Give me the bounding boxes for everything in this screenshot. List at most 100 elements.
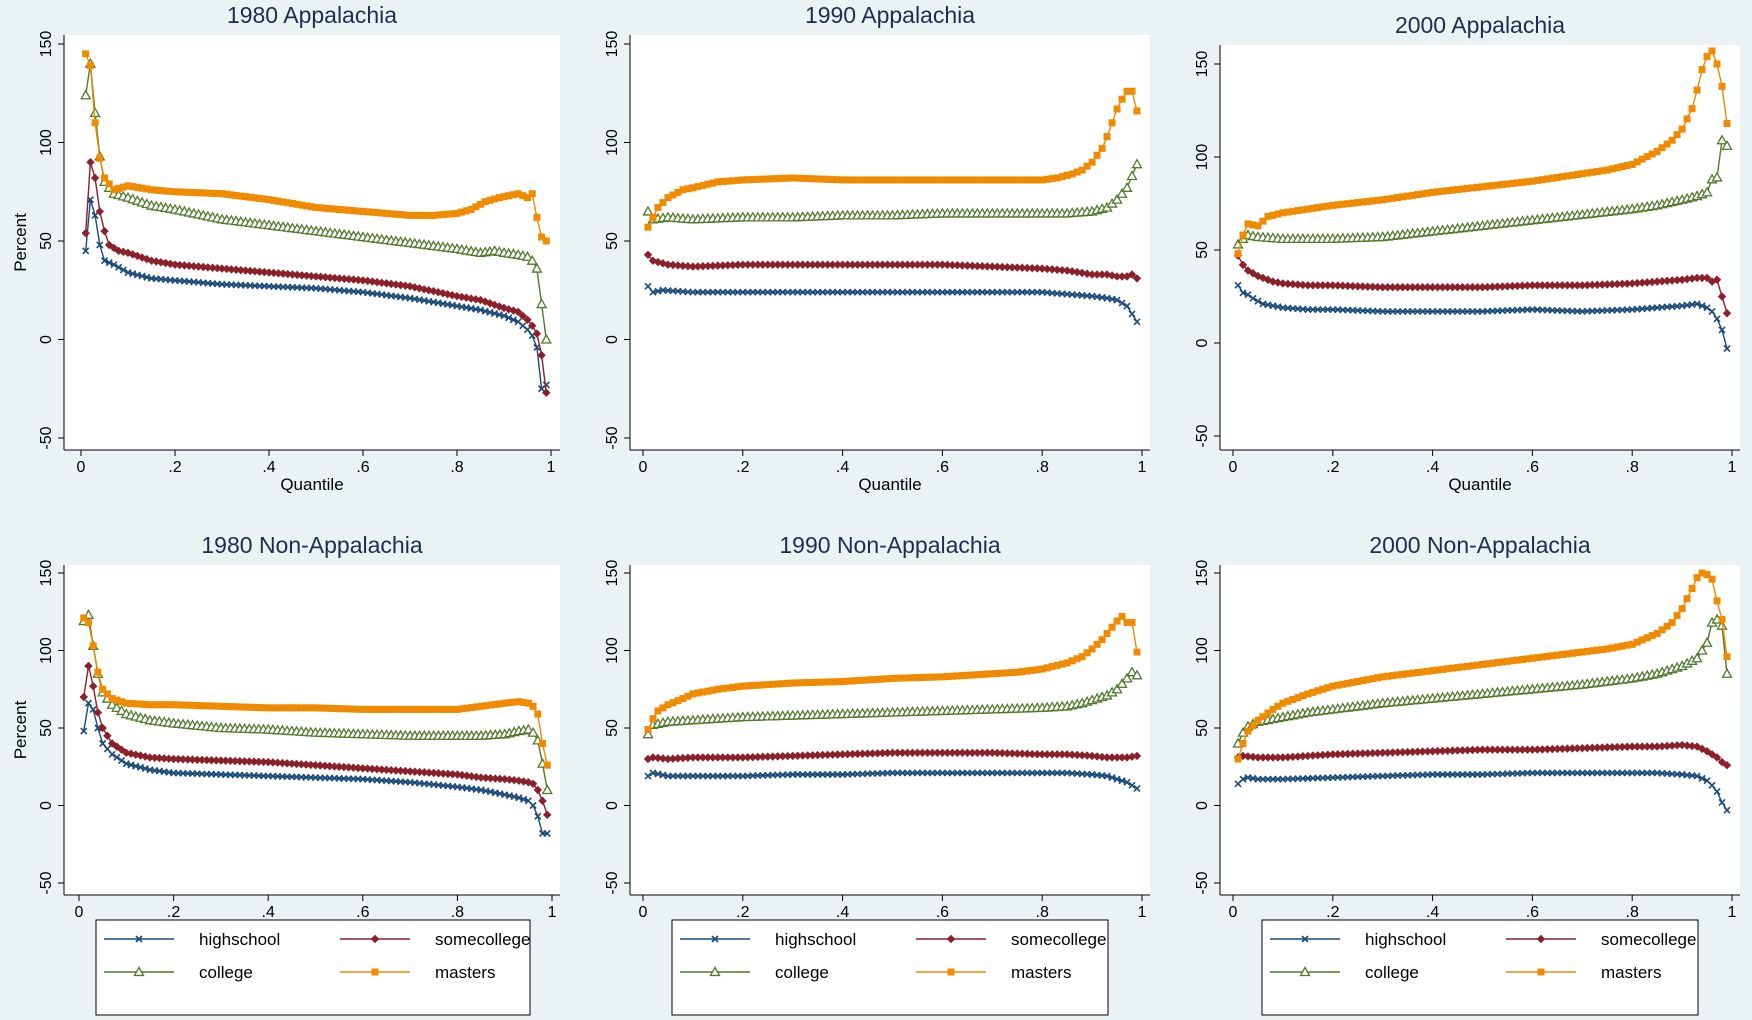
y-tick-label: 0 xyxy=(1194,338,1211,347)
data-point-masters xyxy=(103,690,111,698)
legend-marker-somecollege xyxy=(1536,934,1546,944)
panel-6: 2000 Non-Appalachia 0 .2 .4 .6 .8 1 -50 0 50 100 15… xyxy=(1194,532,1740,939)
data-point-masters xyxy=(1008,669,1016,677)
data-point-somecollege xyxy=(533,785,543,795)
data-point-masters xyxy=(1234,755,1242,763)
data-point-somecollege xyxy=(1003,749,1012,758)
data-point-somecollege xyxy=(843,749,852,759)
data-point-masters xyxy=(1498,181,1506,189)
y-tick-label: 0 xyxy=(38,801,55,810)
data-point-somecollege xyxy=(998,262,1007,272)
data-point-somecollege xyxy=(1513,745,1522,754)
series-masters xyxy=(1234,569,1731,763)
data-point-masters xyxy=(1713,60,1721,68)
data-point-masters xyxy=(649,715,657,723)
data-point-somecollege xyxy=(1652,277,1662,286)
data-point-masters xyxy=(1093,151,1101,159)
data-point-somecollege xyxy=(1348,749,1357,758)
legend-item-highschool: highschool xyxy=(680,930,856,949)
data-point-masters xyxy=(218,190,226,198)
data-point-somecollege xyxy=(222,264,231,274)
data-point-somecollege xyxy=(513,307,523,317)
data-point-masters xyxy=(317,204,325,212)
data-point-somecollege xyxy=(175,260,184,270)
data-point-somecollege xyxy=(1353,749,1362,758)
x-tick-label: .8 xyxy=(451,904,464,921)
data-point-masters xyxy=(659,704,667,712)
legend-box xyxy=(95,919,531,1016)
data-point-somecollege xyxy=(848,260,857,269)
data-point-masters xyxy=(1538,653,1546,661)
data-point-somecollege xyxy=(783,260,792,269)
x-tick-label: .2 xyxy=(736,459,749,476)
y-tick-label: 100 xyxy=(38,637,55,664)
data-point-masters xyxy=(918,176,926,184)
data-point-somecollege xyxy=(211,756,221,765)
data-point-masters xyxy=(259,704,267,712)
data-point-somecollege xyxy=(943,748,952,757)
data-point-somecollege xyxy=(1428,747,1437,756)
data-point-somecollege xyxy=(1443,746,1452,755)
x-tick-label: 0 xyxy=(1229,904,1238,921)
data-point-somecollege xyxy=(1558,744,1567,753)
data-point-somecollege xyxy=(1253,271,1263,281)
panel-2: 1990 Appalachia 0 .2 .4 .6 .8 1 -50 0 50 100 150 Qua… xyxy=(604,2,1150,494)
data-point-somecollege xyxy=(683,262,693,271)
data-point-somecollege xyxy=(90,173,100,183)
data-point-somecollege xyxy=(1553,744,1562,754)
data-point-somecollege xyxy=(718,261,728,270)
data-point-somecollege xyxy=(1383,283,1392,292)
data-point-somecollege xyxy=(1637,742,1647,751)
data-point-somecollege xyxy=(768,752,777,761)
data-point-masters xyxy=(533,213,541,221)
data-point-somecollege xyxy=(1413,747,1422,756)
data-point-masters xyxy=(923,673,931,681)
data-point-somecollege xyxy=(838,750,847,759)
legend-marker-college xyxy=(1299,966,1311,977)
data-point-masters xyxy=(1038,176,1046,184)
data-point-somecollege xyxy=(1268,753,1278,762)
x-tick-label: 0 xyxy=(1229,459,1238,476)
data-point-masters xyxy=(1658,144,1666,152)
x-tick-label: 1 xyxy=(1728,904,1737,921)
data-point-somecollege xyxy=(1618,742,1627,752)
data-point-masters xyxy=(1133,107,1141,115)
x-tick-label: 1 xyxy=(1138,904,1147,921)
data-point-masters xyxy=(1449,186,1457,194)
x-axis-title: Quantile xyxy=(1448,475,1511,494)
data-point-masters xyxy=(1284,697,1292,705)
data-point-masters xyxy=(500,193,508,201)
data-point-masters xyxy=(1078,166,1086,174)
data-point-college xyxy=(1716,619,1728,630)
data-point-somecollege xyxy=(1473,283,1482,292)
data-point-masters xyxy=(1508,657,1516,665)
data-point-masters xyxy=(1513,179,1521,187)
data-point-masters xyxy=(1013,176,1021,184)
data-point-masters xyxy=(1498,658,1506,666)
data-point-masters xyxy=(1663,140,1671,148)
data-point-somecollege xyxy=(983,262,992,271)
data-point-somecollege xyxy=(923,748,932,757)
data-point-masters xyxy=(953,176,961,184)
series-college xyxy=(1232,134,1733,249)
data-point-masters xyxy=(1688,105,1696,113)
data-point-highschool xyxy=(108,750,116,758)
data-point-masters xyxy=(769,175,777,183)
data-point-somecollege xyxy=(1578,743,1587,753)
legend-label: somecollege xyxy=(1601,930,1696,949)
data-point-somecollege xyxy=(733,260,743,270)
data-point-masters xyxy=(943,673,951,681)
data-point-somecollege xyxy=(1298,280,1308,290)
data-point-somecollege xyxy=(1052,265,1062,274)
data-point-masters xyxy=(1394,671,1402,679)
data-point-masters xyxy=(326,205,334,213)
data-point-somecollege xyxy=(141,752,150,761)
data-point-somecollege xyxy=(778,260,787,269)
panel-title: 2000 Appalachia xyxy=(1395,12,1565,38)
data-point-masters xyxy=(1329,201,1337,209)
data-point-masters xyxy=(1038,665,1046,673)
data-point-masters xyxy=(903,674,911,682)
data-point-somecollege xyxy=(1677,740,1687,750)
data-point-masters xyxy=(520,698,528,706)
data-point-masters xyxy=(321,704,329,712)
